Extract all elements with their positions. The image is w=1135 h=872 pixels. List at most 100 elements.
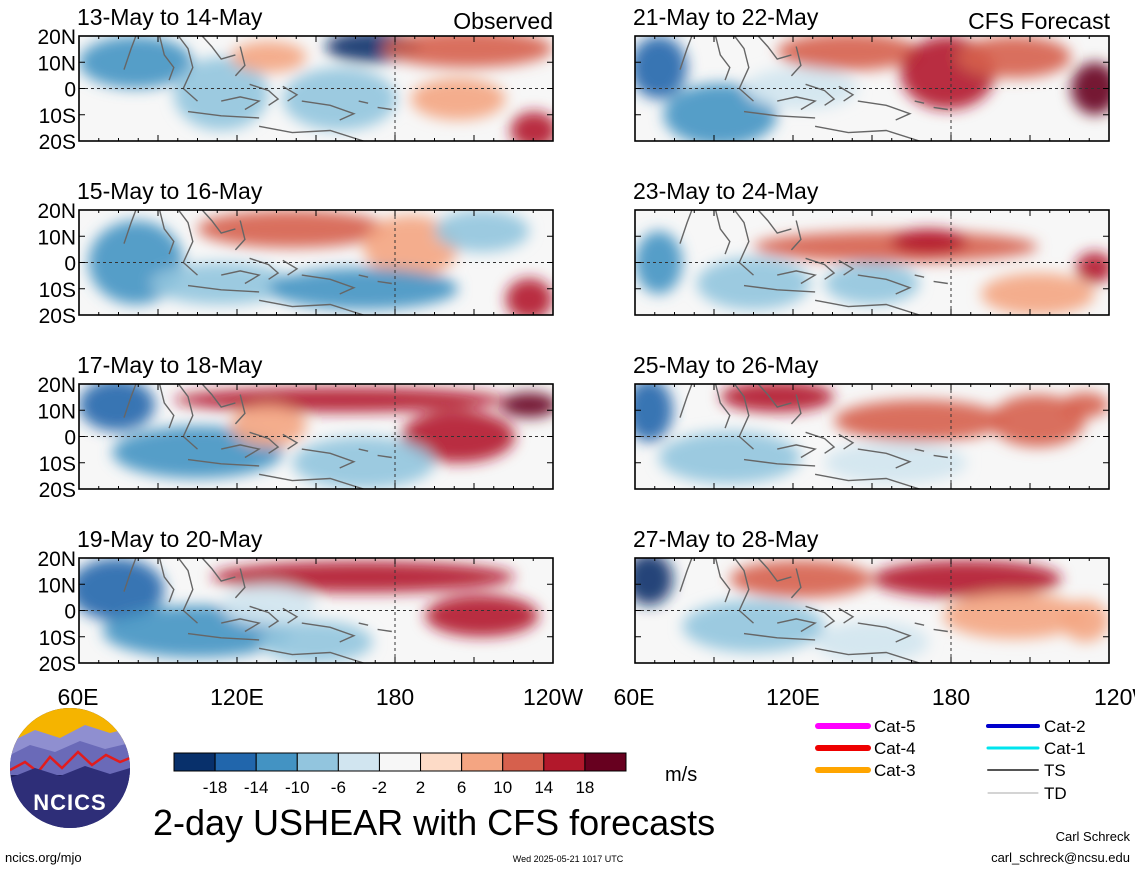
coastline <box>814 125 920 141</box>
map-panel: 23-May to 24-May <box>633 178 1110 316</box>
coastline <box>258 125 364 141</box>
shear-contour <box>1075 252 1109 284</box>
coastline <box>249 431 280 454</box>
colorbar-tick-label: 18 <box>575 778 594 797</box>
coastline <box>733 36 754 102</box>
lon-label-120e-right: 120E <box>766 684 820 710</box>
colorbar-tick-label: -14 <box>244 778 269 797</box>
colorbar-swatch <box>502 752 545 772</box>
panel-title: 27-May to 28-May <box>633 526 819 552</box>
panel-title: 23-May to 24-May <box>633 178 819 204</box>
coastline <box>757 210 792 234</box>
coastline <box>201 384 236 408</box>
coastline <box>358 100 369 104</box>
shear-contour <box>434 210 530 252</box>
panel-title: 21-May to 22-May <box>633 4 819 30</box>
colorbar-swatch <box>420 752 463 772</box>
shear-contour <box>824 441 967 484</box>
shear-field <box>635 210 1109 315</box>
lat-label: 0 <box>64 601 76 624</box>
footer-url: ncics.org/mjo <box>5 850 82 865</box>
main-title: 2-day USHEAR with CFS forecasts <box>153 802 715 843</box>
shear-contour <box>744 67 858 110</box>
coastline <box>679 210 693 244</box>
coastline <box>743 458 816 467</box>
shear-contour <box>957 36 1072 78</box>
coastline <box>933 454 948 459</box>
panel-title: 17-May to 18-May <box>77 352 263 378</box>
coastline <box>790 220 802 251</box>
shear-contour <box>79 558 165 621</box>
coastline <box>805 257 836 280</box>
coastline <box>838 433 855 450</box>
coastline <box>187 110 260 119</box>
shear-contour <box>682 600 825 653</box>
colorbar-swatch <box>378 752 422 772</box>
colorbar-swatch <box>173 752 216 772</box>
map-panel: 27-May to 28-May <box>633 526 1110 664</box>
shear-contour <box>505 278 553 315</box>
lat-label: 20S <box>39 305 76 328</box>
shear-contour <box>500 392 553 418</box>
coastline <box>221 96 261 111</box>
shear-contour <box>890 228 967 255</box>
coastline <box>757 558 792 582</box>
coastline <box>123 558 137 592</box>
lat-label: 10S <box>39 105 76 128</box>
logo-text: NCICS <box>33 790 106 815</box>
coastline <box>301 448 356 469</box>
coastline <box>857 448 912 469</box>
legend-label: TD <box>1044 784 1067 803</box>
coastline <box>914 100 925 104</box>
coastline <box>177 558 198 624</box>
coastline <box>714 558 731 603</box>
coastline <box>234 46 246 77</box>
shear-contour <box>720 384 835 413</box>
shear-contour <box>221 584 316 627</box>
legend-label: Cat-3 <box>874 761 916 780</box>
shear-contour <box>230 405 307 447</box>
colorbar-tick-label: 6 <box>457 778 466 797</box>
coastline <box>282 433 299 450</box>
lat-label: 20N <box>37 374 76 397</box>
storm-legend: Cat-5 Cat-4 Cat-3 Cat-2 Cat-1 TS TD <box>815 717 1086 803</box>
shear-contour <box>635 231 683 294</box>
shear-contour <box>834 399 1005 442</box>
coastline <box>358 274 369 278</box>
coastline <box>282 85 299 102</box>
coastline <box>187 458 260 467</box>
lat-label: 10N <box>37 574 76 597</box>
coastline <box>743 632 816 641</box>
coastline <box>123 384 137 418</box>
colorbar-tick-label: -6 <box>331 778 346 797</box>
lat-label: 10S <box>39 627 76 650</box>
lat-label: 20S <box>39 131 76 154</box>
coastline <box>187 284 260 293</box>
shear-contour <box>259 621 373 663</box>
longitude-axis: 60E 120E 180 120W 60E 120E 180 120W <box>58 684 1135 710</box>
shear-contour <box>79 384 155 432</box>
shear-contour <box>382 36 553 68</box>
coastline <box>201 558 236 582</box>
colorbar-tick-label: 2 <box>416 778 425 797</box>
lat-label: 0 <box>64 427 76 450</box>
lat-label: 10N <box>37 52 76 75</box>
shear-contour <box>729 560 873 598</box>
coastline <box>838 607 855 624</box>
lat-label: 0 <box>64 253 76 276</box>
coastline <box>358 448 369 452</box>
coastline <box>814 473 920 489</box>
shear-contour <box>410 78 506 120</box>
shear-contour <box>1071 62 1109 115</box>
shear-contour <box>990 394 1086 447</box>
ncics-logo: NCICS <box>10 708 130 828</box>
panel-title: 25-May to 26-May <box>633 352 819 378</box>
lat-label: 20N <box>37 26 76 49</box>
colorbar-swatch <box>461 752 504 772</box>
coastline <box>933 106 948 111</box>
footer-author: Carl Schreck <box>1056 829 1131 844</box>
